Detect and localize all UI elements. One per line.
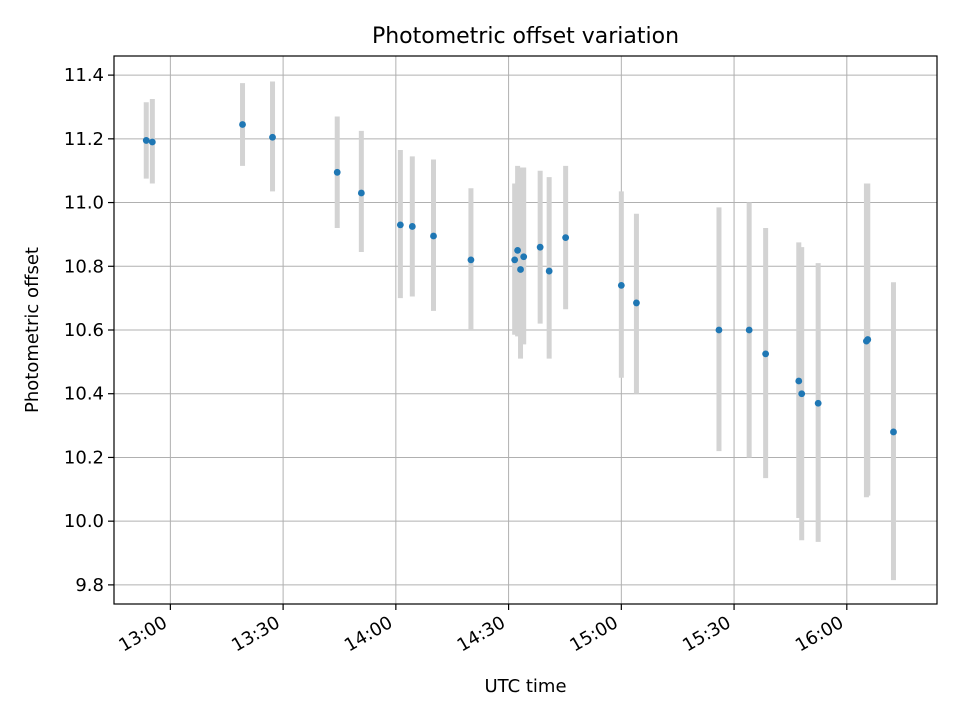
- data-point: [633, 299, 640, 307]
- y-tick-label: 10.4: [64, 384, 104, 405]
- x-tick-label: 14:30: [454, 612, 509, 656]
- data-point: [562, 234, 570, 242]
- data-point: [514, 246, 522, 254]
- y-tick-label: 10.8: [64, 256, 104, 277]
- data-point: [511, 256, 519, 264]
- data-point: [745, 326, 753, 334]
- data-point: [430, 232, 437, 240]
- data-point: [396, 221, 404, 229]
- y-axis-label: Photometric offset: [22, 247, 43, 413]
- data-point: [520, 253, 528, 261]
- data-point: [795, 377, 803, 385]
- data-point: [545, 267, 553, 275]
- data-points: [142, 121, 897, 436]
- data-point: [239, 121, 246, 128]
- data-point: [357, 189, 365, 197]
- y-tick-label: 11.0: [64, 193, 104, 214]
- data-point: [333, 168, 341, 176]
- error-bars: [143, 81, 896, 581]
- chart-title: Photometric offset variation: [372, 24, 679, 49]
- y-tick-label: 11.2: [64, 129, 104, 150]
- axis-ticks: 13:00 13:30 14:00 14:30 15:00 15:30 16:00 9.8 10…: [64, 65, 848, 656]
- data-point: [890, 428, 897, 436]
- data-point: [536, 243, 544, 251]
- x-tick-label: 15:00: [566, 612, 621, 656]
- x-tick-label: 15:30: [679, 612, 734, 656]
- data-point: [715, 326, 723, 334]
- data-point: [517, 266, 524, 273]
- data-point: [408, 223, 416, 230]
- y-tick-label: 9.8: [75, 575, 104, 596]
- x-tick-label: 14:00: [341, 612, 396, 656]
- data-point: [269, 133, 276, 141]
- y-tick-label: 10.2: [64, 447, 104, 468]
- data-point: [467, 256, 475, 264]
- data-point: [798, 390, 806, 398]
- y-tick-label: 10.0: [64, 511, 104, 532]
- data-point: [864, 336, 872, 343]
- y-tick-label: 11.4: [64, 65, 104, 86]
- x-axis-label: UTC time: [484, 676, 566, 697]
- x-tick-label: 13:30: [228, 612, 283, 656]
- data-point: [142, 137, 150, 144]
- data-point: [617, 281, 625, 289]
- data-point: [814, 399, 822, 407]
- y-tick-label: 10.6: [64, 320, 104, 341]
- x-tick-label: 13:00: [115, 612, 170, 656]
- data-point: [762, 350, 770, 358]
- x-tick-label: 16:00: [792, 612, 847, 656]
- data-point: [148, 138, 156, 146]
